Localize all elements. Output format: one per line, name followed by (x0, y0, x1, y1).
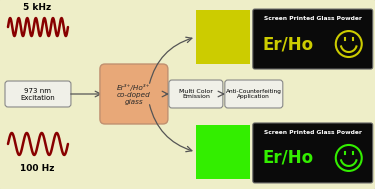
FancyBboxPatch shape (225, 80, 283, 108)
Text: Er/Ho: Er/Ho (263, 35, 314, 53)
FancyBboxPatch shape (253, 123, 373, 183)
Text: Er/Ho: Er/Ho (263, 149, 314, 167)
Text: Screen Printed Glass Powder: Screen Printed Glass Powder (264, 16, 362, 21)
FancyBboxPatch shape (5, 81, 71, 107)
Text: Multi Color
Emission: Multi Color Emission (179, 89, 213, 99)
Text: 973 nm
Excitation: 973 nm Excitation (21, 88, 56, 101)
Text: Anti-Counterfeiting
Application: Anti-Counterfeiting Application (226, 89, 282, 99)
FancyBboxPatch shape (100, 64, 168, 124)
FancyBboxPatch shape (169, 80, 223, 108)
Text: Screen Printed Glass Powder: Screen Printed Glass Powder (264, 130, 362, 135)
Text: 100 Hz: 100 Hz (20, 164, 54, 173)
Text: Er³⁺/Ho³⁺
co-doped
glass: Er³⁺/Ho³⁺ co-doped glass (117, 84, 151, 105)
FancyBboxPatch shape (253, 9, 373, 69)
Text: 5 kHz: 5 kHz (23, 3, 51, 12)
FancyBboxPatch shape (196, 10, 250, 64)
FancyBboxPatch shape (196, 125, 250, 179)
